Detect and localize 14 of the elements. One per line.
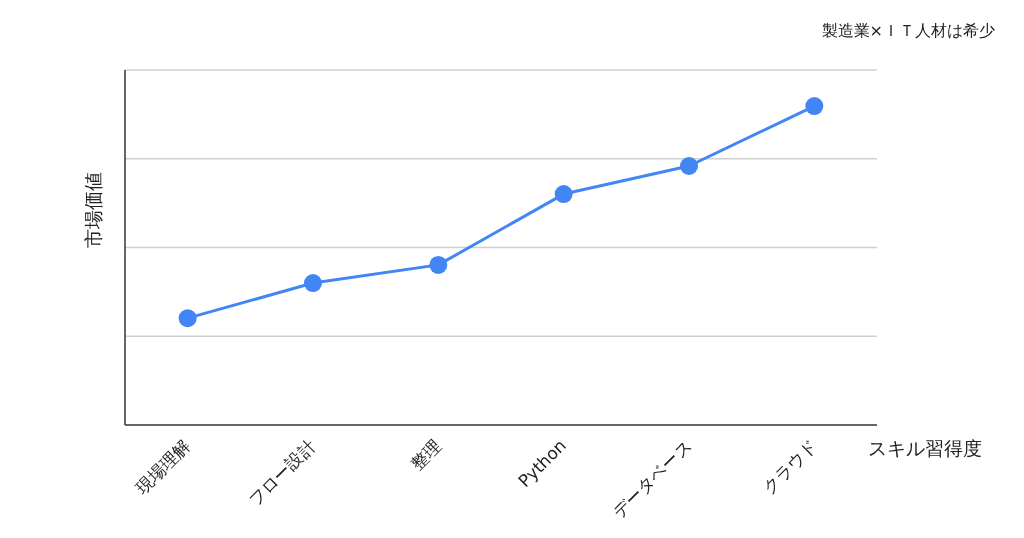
point bbox=[178, 309, 197, 328]
x-tick-label: データベース bbox=[609, 435, 696, 522]
chart-title: 製造業×ＩＴ人材は希少 bbox=[821, 21, 995, 40]
y-axis-title: 市場価値 bbox=[82, 172, 104, 248]
x-axis-title: スキル習得度 bbox=[868, 437, 982, 459]
point bbox=[429, 255, 448, 274]
point bbox=[805, 97, 824, 116]
x-tick-label: フロー設計 bbox=[245, 435, 320, 510]
x-tick-label: 現場理解 bbox=[131, 435, 195, 498]
point bbox=[304, 274, 322, 293]
x-tick-label: クラウド bbox=[758, 435, 821, 498]
point bbox=[554, 185, 573, 204]
x-tick-label: 整理 bbox=[406, 435, 445, 474]
point bbox=[680, 157, 698, 176]
